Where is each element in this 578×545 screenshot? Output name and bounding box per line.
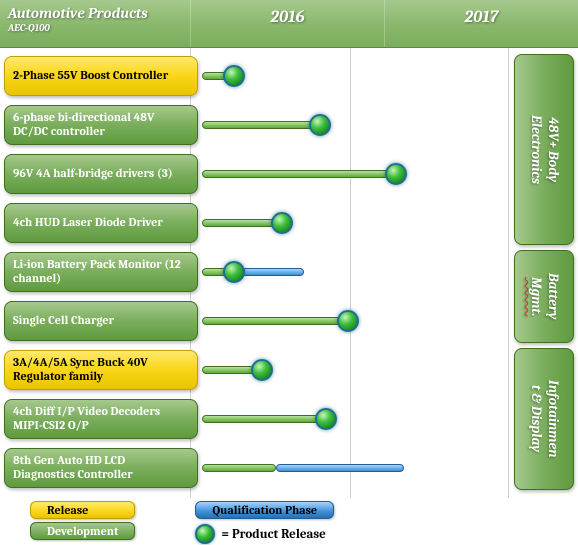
release-dot-icon xyxy=(251,359,273,381)
product-label: 6-phase bi-directional 48V DC/DC control… xyxy=(13,111,189,139)
product-label: Li-ion Battery Pack Monitor (12 channel) xyxy=(13,258,189,286)
product-label: 8th Gen Auto HD LCD Diagnostics Controll… xyxy=(13,454,189,482)
product-label: 2-Phase 55V Boost Controller xyxy=(13,69,168,83)
dev-bar xyxy=(202,317,348,325)
dev-bar xyxy=(202,464,276,472)
legend-col-phase: Qualification Phase = Product Release xyxy=(195,501,334,544)
release-dot-icon xyxy=(385,163,407,185)
product-label: Single Cell Charger xyxy=(13,314,114,328)
release-dot-icon xyxy=(223,261,245,283)
product-row: 4ch Diff I/P Video Decoders MIPI-CSI2 O/… xyxy=(4,399,508,439)
product-label: 96V 4A half-bridge drivers (3) xyxy=(13,167,173,181)
header-year-2017: 2017 xyxy=(384,0,578,47)
product-row: Li-ion Battery Pack Monitor (12 channel) xyxy=(4,252,508,292)
header-year-2016: 2016 xyxy=(190,0,384,47)
product-row: 8th Gen Auto HD LCD Diagnostics Controll… xyxy=(4,448,508,488)
category-box: 48V+ BodyElectronics xyxy=(514,54,574,245)
product-label: 4ch Diff I/P Video Decoders MIPI-CSI2 O/… xyxy=(13,405,189,433)
dev-bar xyxy=(202,415,326,423)
product-box: 8th Gen Auto HD LCD Diagnostics Controll… xyxy=(4,448,198,488)
product-label: 3A/4A/5A Sync Buck 40V Regulator family xyxy=(13,356,189,384)
category-label: BatteryMgmt. xyxy=(527,273,561,319)
product-box: 6-phase bi-directional 48V DC/DC control… xyxy=(4,105,198,145)
release-dot-icon xyxy=(337,310,359,332)
category-label: 48V+ BodyElectronics xyxy=(527,115,561,184)
category-box: Infotainment & Display xyxy=(514,348,574,490)
header: Automotive Products AEC-Q100 2016 2017 xyxy=(0,0,578,48)
qual-bar xyxy=(276,464,404,472)
product-box: 96V 4A half-bridge drivers (3) xyxy=(4,154,198,194)
chart-body: 2-Phase 55V Boost Controller 6-phase bi-d… xyxy=(0,48,578,498)
product-box: 3A/4A/5A Sync Buck 40V Regulator family xyxy=(4,350,198,390)
gridline-2 xyxy=(508,48,509,498)
legend-product-release: = Product Release xyxy=(195,524,334,544)
product-row: 96V 4A half-bridge drivers (3) xyxy=(4,154,508,194)
product-row: Single Cell Charger xyxy=(4,301,508,341)
release-dot-icon xyxy=(309,114,331,136)
product-row: 4ch HUD Laser Diode Driver xyxy=(4,203,508,243)
product-box: Li-ion Battery Pack Monitor (12 channel) xyxy=(4,252,198,292)
release-dot-icon xyxy=(271,212,293,234)
category-label: Infotainment & Display xyxy=(527,380,561,457)
legend-col-status: Release Development xyxy=(30,501,135,540)
product-box: 4ch HUD Laser Diode Driver xyxy=(4,203,198,243)
dev-bar xyxy=(202,170,396,178)
product-box: Single Cell Charger xyxy=(4,301,198,341)
product-box: 4ch Diff I/P Video Decoders MIPI-CSI2 O/… xyxy=(4,399,198,439)
header-left: Automotive Products AEC-Q100 xyxy=(0,0,190,47)
product-box: 2-Phase 55V Boost Controller xyxy=(4,56,198,96)
legend-product-release-label: = Product Release xyxy=(221,527,325,542)
legend-development: Development xyxy=(30,522,135,540)
release-dot-icon xyxy=(195,524,215,544)
product-row: 3A/4A/5A Sync Buck 40V Regulator family xyxy=(4,350,508,390)
category-box: BatteryMgmt. xyxy=(514,250,574,343)
legend: Release Development Qualification Phase … xyxy=(0,499,578,545)
legend-release: Release xyxy=(30,501,135,519)
legend-qualification: Qualification Phase xyxy=(195,501,334,519)
dev-bar xyxy=(202,121,320,129)
product-label: 4ch HUD Laser Diode Driver xyxy=(13,216,163,230)
header-title: Automotive Products xyxy=(8,4,182,22)
release-dot-icon xyxy=(315,408,337,430)
header-subtitle: AEC-Q100 xyxy=(8,22,182,34)
release-dot-icon xyxy=(223,65,245,87)
product-row: 6-phase bi-directional 48V DC/DC control… xyxy=(4,105,508,145)
product-row: 2-Phase 55V Boost Controller xyxy=(4,56,508,96)
dev-bar xyxy=(202,219,282,227)
